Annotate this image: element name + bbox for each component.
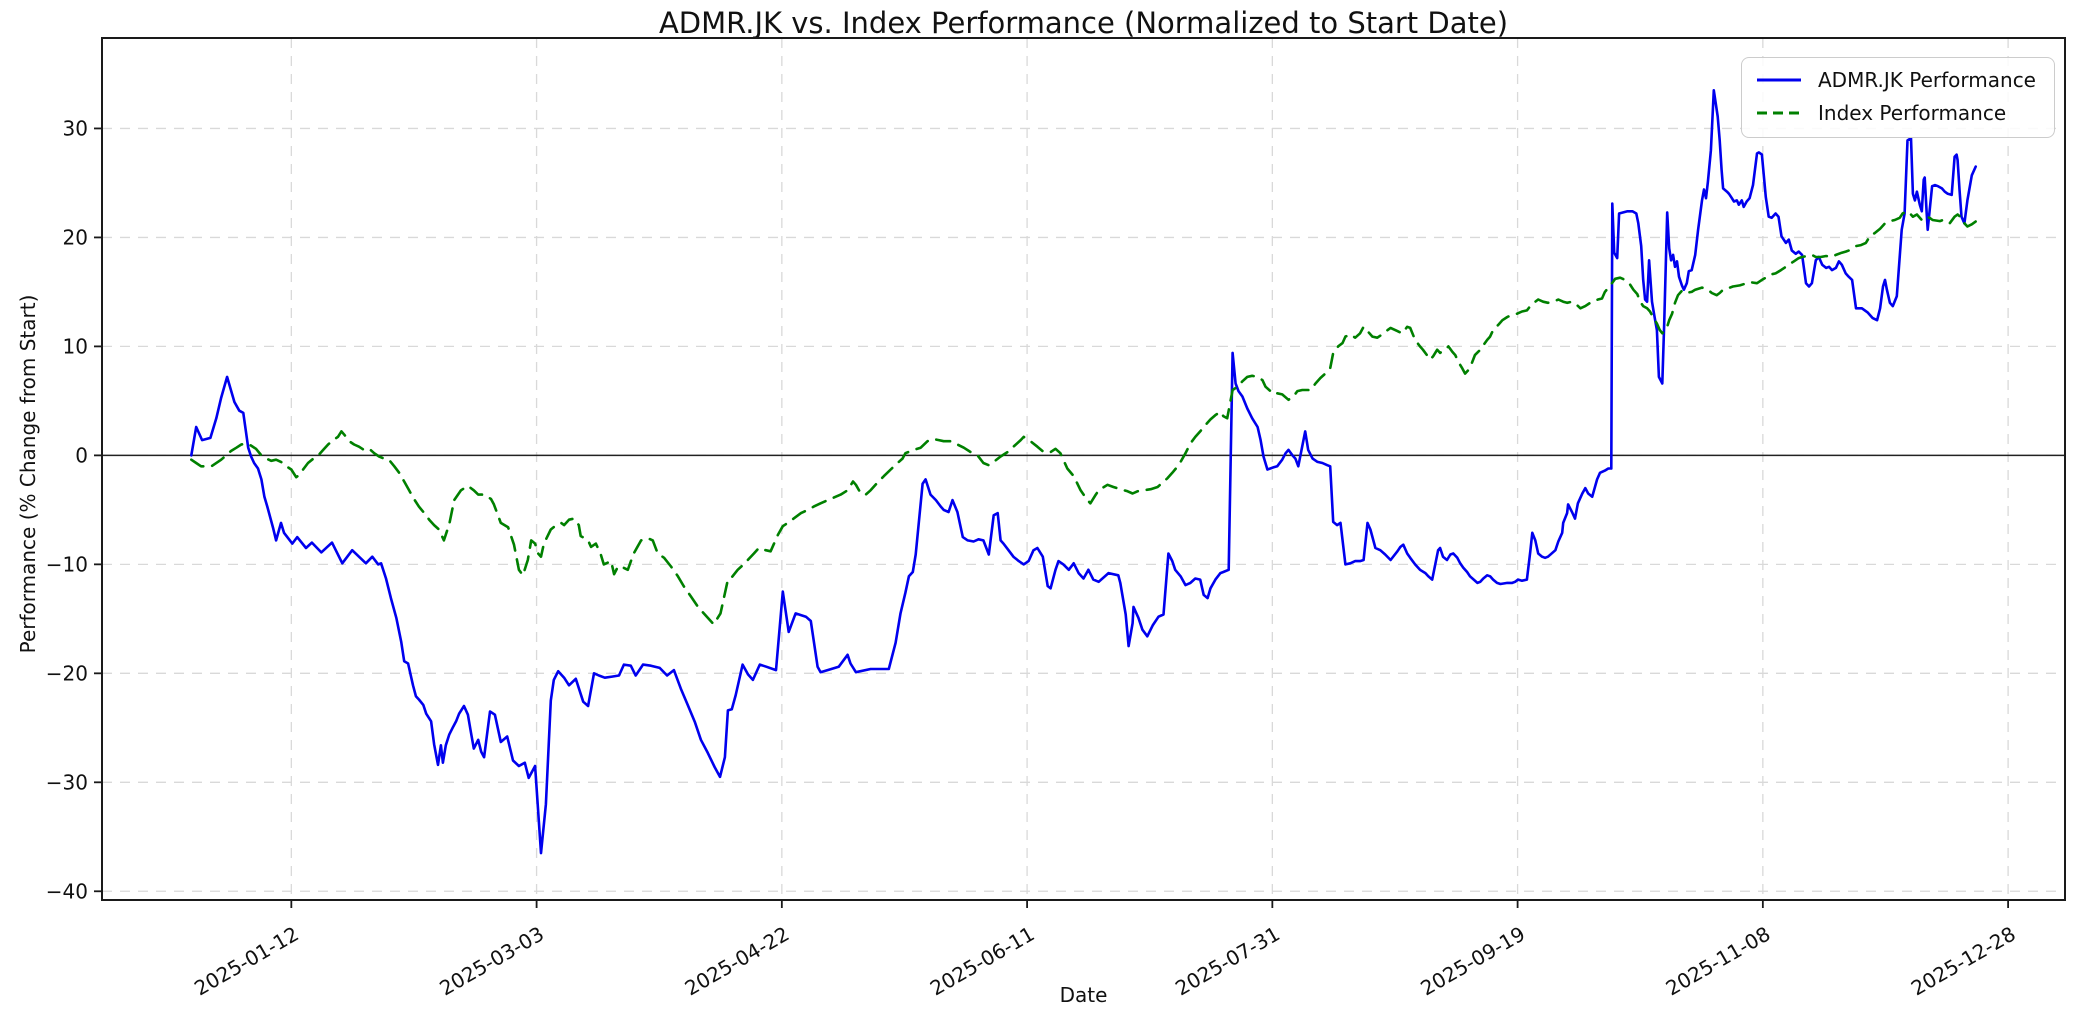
series-index-line	[190, 210, 1979, 626]
y-tick-label: −20	[46, 661, 88, 685]
chart-title: ADMR.JK vs. Index Performance (Normalize…	[658, 6, 1509, 40]
y-tick-label: 20	[63, 225, 88, 249]
y-axis-label: Performance (% Change from Start)	[16, 294, 40, 654]
legend: ADMR.JK Performance Index Performance	[1741, 57, 2055, 138]
legend-label-admr: ADMR.JK Performance	[1818, 68, 2036, 92]
legend-item-admr: ADMR.JK Performance	[1756, 68, 2036, 92]
legend-line-sample-index-icon	[1757, 111, 1801, 115]
y-tick-label: 10	[63, 334, 88, 358]
legend-item-index: Index Performance	[1756, 101, 2036, 125]
axes-spines	[101, 37, 2066, 901]
y-tick-label: −10	[46, 552, 88, 576]
y-tick-label: 30	[63, 116, 88, 140]
y-tick-label: 0	[75, 443, 88, 467]
y-tick-label: −30	[46, 770, 88, 794]
legend-line-sample-admr-icon	[1757, 78, 1801, 82]
x-axis-label: Date	[1059, 983, 1108, 1007]
series-admr-line	[190, 89, 1977, 855]
y-tick-label: −40	[46, 879, 88, 903]
legend-label-index: Index Performance	[1818, 101, 2007, 125]
